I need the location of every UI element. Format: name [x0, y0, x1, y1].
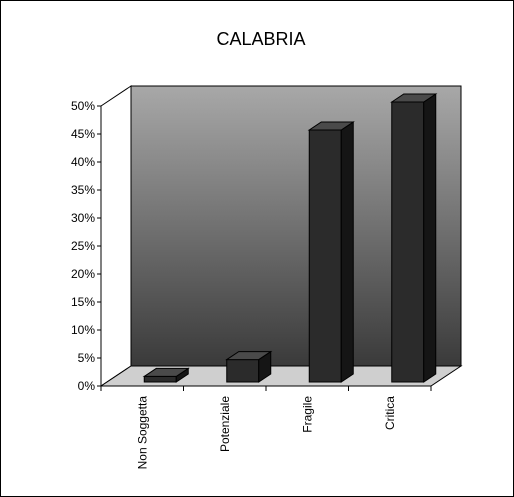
y-tick-label: 30% [71, 211, 95, 225]
bar-front [308, 129, 342, 383]
y-tick-label: 25% [71, 239, 95, 253]
bar-side [340, 121, 354, 383]
bar-top [390, 93, 438, 103]
category-label: Fragile [300, 396, 314, 433]
side-wall [100, 85, 132, 387]
bar-side [423, 93, 437, 383]
y-tick-label: 40% [71, 155, 95, 169]
y-tick-label: 5% [78, 351, 96, 365]
bar-front [143, 375, 177, 383]
bar-top [225, 351, 273, 361]
y-tick-label: 50% [71, 99, 95, 113]
plot-area: 0% 5% 10% 15% 20% 25% 30% 35% 40% 45% 50% Non Sogge… [71, 85, 463, 470]
bar-top [142, 367, 190, 377]
y-tick-label: 10% [71, 323, 95, 337]
y-tick-label: 0% [78, 379, 96, 393]
chart-title: CALABRIA [216, 29, 305, 49]
category-label: Critica [383, 396, 397, 430]
bar-front [226, 359, 260, 383]
y-tick-label: 45% [71, 127, 95, 141]
category-label: Non Soggetta [135, 396, 149, 470]
y-tick-label: 35% [71, 183, 95, 197]
category-label: Potenziale [218, 396, 232, 452]
y-tick-label: 20% [71, 267, 95, 281]
bar-front [391, 101, 425, 383]
y-tick-label: 15% [71, 295, 95, 309]
bar-top [307, 121, 355, 131]
